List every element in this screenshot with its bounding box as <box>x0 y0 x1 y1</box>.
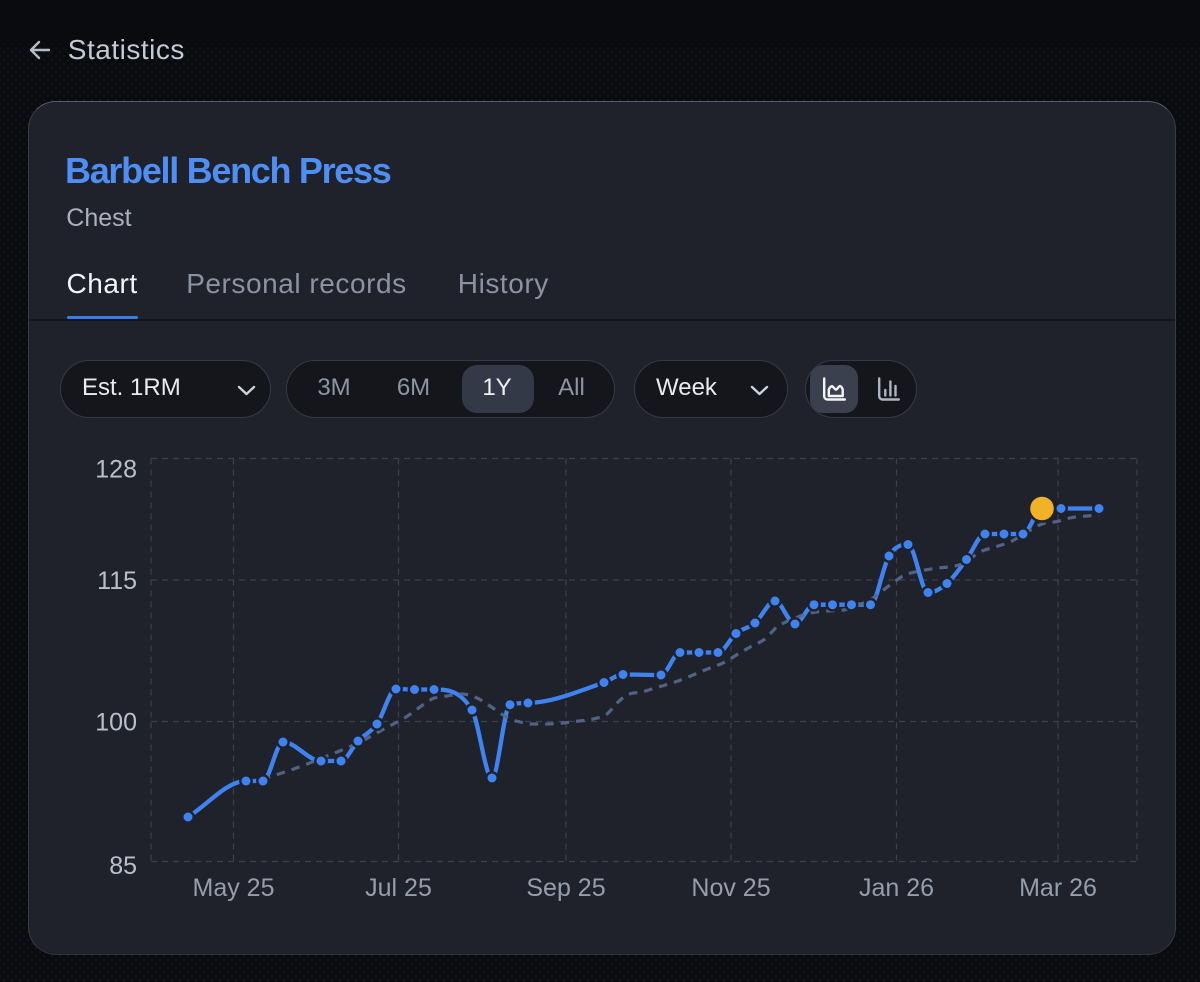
svg-text:May 25: May 25 <box>193 874 275 902</box>
svg-text:Sep 25: Sep 25 <box>526 874 605 902</box>
svg-text:85: 85 <box>109 852 137 880</box>
svg-text:Mar 26: Mar 26 <box>1019 874 1097 902</box>
svg-text:100: 100 <box>95 709 137 737</box>
svg-text:Nov 25: Nov 25 <box>691 874 770 902</box>
svg-text:Jan 26: Jan 26 <box>859 874 934 902</box>
svg-text:115: 115 <box>97 567 137 595</box>
svg-text:Jul 25: Jul 25 <box>365 874 432 902</box>
svg-text:128: 128 <box>95 456 137 484</box>
